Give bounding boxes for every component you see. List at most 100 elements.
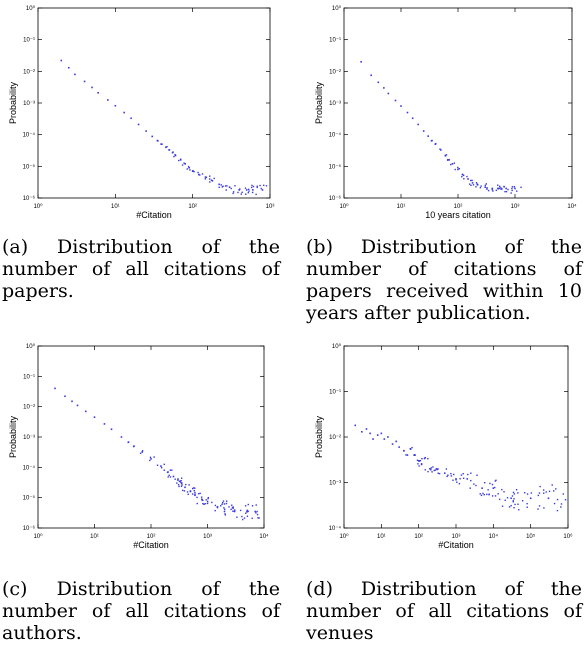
data-point <box>458 483 461 485</box>
data-point <box>476 474 478 476</box>
data-point <box>411 446 413 449</box>
data-point <box>470 472 472 474</box>
data-point <box>237 191 239 194</box>
data-point <box>178 480 181 483</box>
x-tick-label: 10¹ <box>90 534 99 540</box>
data-point <box>369 432 371 435</box>
chart-a-svg: 10⁰ 10¹ 10² 10³ 10⁻⁶ 10⁻⁵ 10⁻⁴ 10⁻³ 10⁻² 10⁻¹ 10⁰ #… <box>8 5 274 220</box>
data-point <box>495 189 498 192</box>
data-point <box>555 488 557 490</box>
data-point <box>391 443 394 445</box>
data-point <box>201 498 203 500</box>
data-point <box>211 501 213 504</box>
data-point <box>204 178 207 180</box>
data-point <box>446 159 449 161</box>
data-point <box>405 454 407 456</box>
data-point <box>251 191 254 194</box>
data-point <box>413 453 416 456</box>
x-tick-label: 10² <box>188 204 197 210</box>
data-point <box>205 499 207 501</box>
data-point <box>218 186 220 188</box>
data-point <box>157 140 159 142</box>
data-point <box>508 506 511 508</box>
data-point <box>398 446 400 448</box>
data-point <box>487 189 490 192</box>
data-point <box>484 186 486 188</box>
data-point <box>466 175 468 178</box>
data-point <box>406 454 409 456</box>
data-point <box>174 154 177 157</box>
data-point <box>526 493 529 495</box>
data-point <box>461 173 464 176</box>
data-point <box>197 493 200 495</box>
data-point <box>553 502 556 505</box>
y-tick-label: 10⁻¹ <box>329 38 341 44</box>
data-point <box>200 496 203 498</box>
y-tick-label: 10⁻² <box>23 405 35 411</box>
data-point <box>529 497 532 500</box>
data-point <box>417 463 419 465</box>
data-point <box>517 492 519 494</box>
data-point <box>491 495 494 497</box>
data-point <box>232 506 235 508</box>
data-point <box>252 185 255 188</box>
data-point <box>476 183 478 185</box>
data-point <box>497 184 499 186</box>
data-point <box>141 451 144 453</box>
data-point <box>194 487 196 489</box>
x-tick-label: 10³ <box>452 534 461 540</box>
data-point <box>488 493 490 496</box>
data-point <box>454 168 456 171</box>
data-point <box>511 186 514 188</box>
data-point <box>556 509 559 512</box>
x-axis-label: 10 years citation <box>425 210 491 220</box>
data-point <box>433 469 435 472</box>
data-point <box>453 162 456 164</box>
data-point <box>472 184 475 186</box>
data-point <box>180 477 183 479</box>
data-point <box>177 483 180 486</box>
data-point <box>510 504 512 507</box>
data-point <box>411 117 414 120</box>
y-tick-label: 10⁻⁴ <box>329 525 342 532</box>
data-point <box>443 472 446 475</box>
data-point <box>228 506 230 508</box>
data-point <box>91 86 93 89</box>
data-point <box>480 185 482 187</box>
data-point <box>431 471 433 473</box>
data-point <box>54 387 56 390</box>
data-point <box>245 193 247 195</box>
data-point <box>455 479 457 481</box>
data-point <box>497 188 500 190</box>
data-point <box>521 500 524 502</box>
data-point <box>430 140 433 142</box>
data-point <box>243 517 246 519</box>
y-tick-label: 10⁰ <box>332 5 342 12</box>
data-point <box>419 459 422 462</box>
data-point <box>156 464 159 466</box>
data-point <box>499 185 501 188</box>
data-point <box>248 188 250 191</box>
data-point <box>513 498 515 500</box>
y-tick-label: 10⁰ <box>26 343 36 350</box>
data-point <box>247 510 249 512</box>
data-point <box>394 99 397 102</box>
data-point <box>551 484 553 486</box>
data-point <box>492 487 495 489</box>
data-point <box>181 484 183 486</box>
data-point <box>186 491 189 493</box>
data-point <box>184 163 186 165</box>
chart-panel-b: 10⁰ 10¹ 10² 10³ 10⁴ 10⁻⁶ 10⁻⁵ 10⁻⁴ 10⁻³ 10⁻² 10⁻¹ 1… <box>294 0 584 230</box>
data-point <box>153 456 155 458</box>
data-point <box>183 162 185 164</box>
data-point <box>437 472 439 474</box>
data-point <box>510 192 512 194</box>
data-point <box>447 474 449 476</box>
data-point <box>445 154 448 156</box>
data-point <box>160 467 163 469</box>
data-point <box>120 436 123 438</box>
data-point <box>440 149 442 151</box>
data-point <box>76 404 79 407</box>
y-tick-label: 10⁻⁶ <box>23 525 36 532</box>
data-point <box>560 506 562 508</box>
